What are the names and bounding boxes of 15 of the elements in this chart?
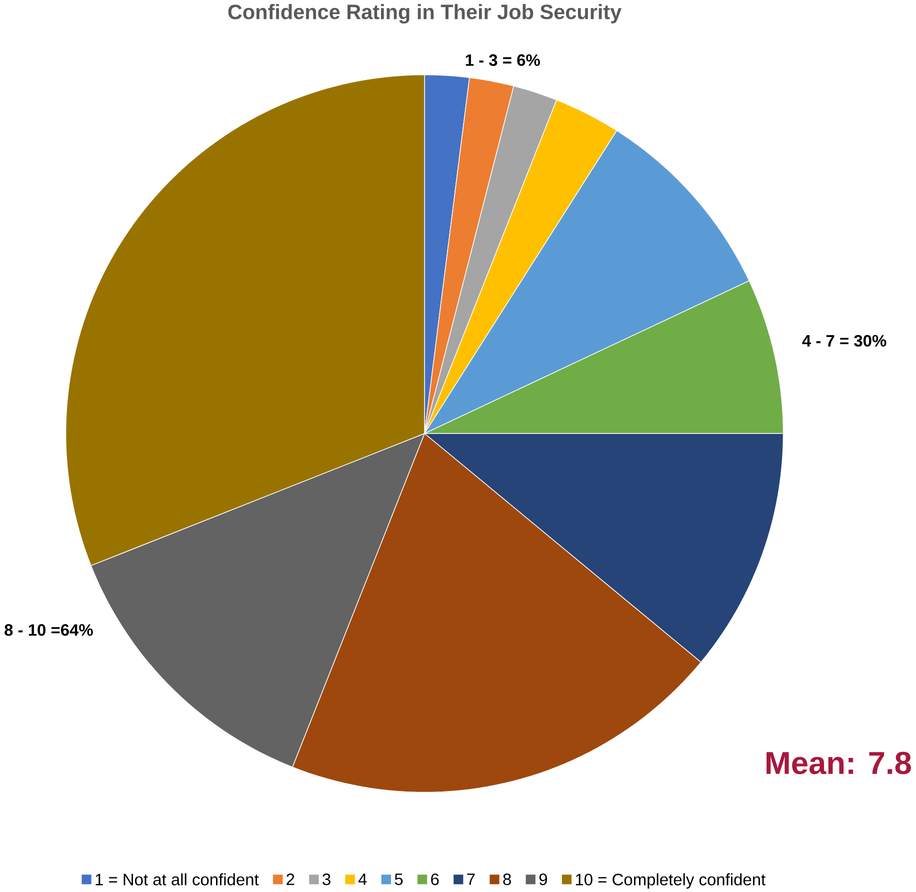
text: Mean: 7.8 xyxy=(766,752,911,774)
legend-label: 3 xyxy=(322,874,330,886)
text: 1 - 3 = 6% xyxy=(466,54,540,66)
text: 4 - 7 = 30% xyxy=(802,334,886,347)
legend-label: 7 xyxy=(467,874,475,885)
legend-label: 10 = Completely confident xyxy=(576,873,766,889)
legend-label: 4 xyxy=(358,874,367,885)
legend-label: 8 xyxy=(503,874,511,886)
legend-label: 2 xyxy=(286,874,294,886)
chart-title: Confidence Rating in Their Job Security xyxy=(228,4,622,24)
text: 8 - 10 =64% xyxy=(4,624,93,636)
legend-label: 6 xyxy=(431,874,439,886)
legend-label: 9 xyxy=(539,874,548,886)
legend-label: 1 = Not at all confident xyxy=(96,873,259,886)
legend-label: 5 xyxy=(394,874,403,886)
